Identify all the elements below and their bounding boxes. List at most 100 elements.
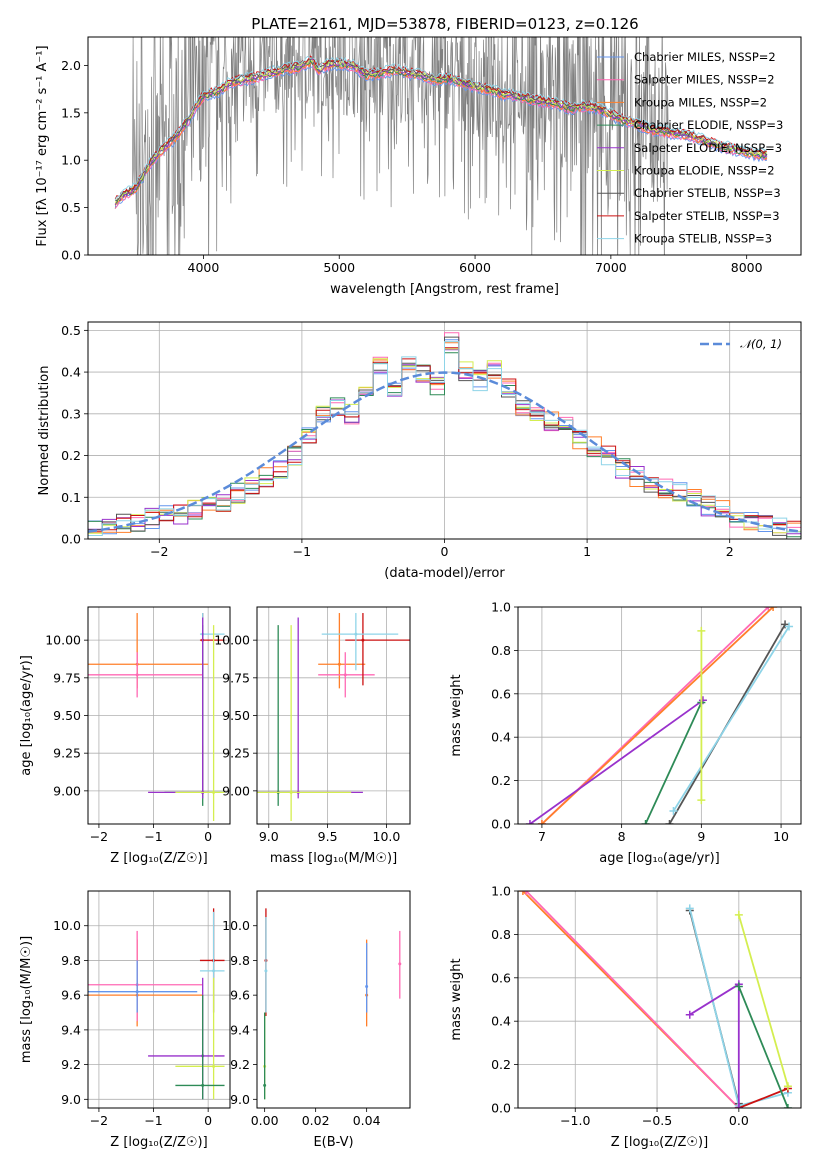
panel-weight-vs-age: 7 8 9 10 0.0 0.2 0.4 0.6 0.8 1.0 age [log₁₀(age/yr… [449,600,802,866]
ticks: 7 8 9 10 0.0 0.2 0.4 0.6 0.8 1.0 [491,600,789,845]
weight-line-chabrier-elodie [644,702,703,824]
weight-marker [764,607,773,611]
x-tick-label: 0 [204,829,212,844]
y-tick-label: 0.0 [491,817,511,832]
data-point [135,990,139,994]
y-tick-label: 0.5 [61,200,81,215]
y-tick-label: 0.6 [491,686,511,701]
plot-area [88,613,225,821]
y-tick-label: 0.1 [61,490,81,505]
x-tick-label: 10.0 [373,829,401,844]
x-axis-label: E(B-V) [313,1135,353,1150]
weight-line-kroupa-stelib [672,626,790,812]
x-tick-label: 0.0 [729,1113,749,1128]
x-tick-label: 0.02 [302,1113,330,1128]
weight-marker [734,910,743,919]
plot-area [263,908,402,1100]
y-tick-label: 9.75 [53,670,81,685]
observed-spectrum [114,37,768,255]
data-point [263,1083,267,1087]
weight-line-salpeter-miles [525,891,740,1108]
axes-frame [256,606,411,825]
plot-area [525,607,794,824]
x-axis-label: Z [log₁₀(Z/Z☉)] [110,851,207,866]
weight-marker [641,820,650,824]
x-tick-label: 1 [583,544,591,559]
y-tick-label: 9.4 [230,1022,250,1037]
y-tick-label: 1.0 [491,884,511,899]
model-line-chabrier-stelib [115,56,768,202]
y-tick-label: 2.0 [61,58,81,73]
y-tick-label: 0.2 [61,448,81,463]
x-axis-label: (data-model)/error [384,566,505,581]
panel-age-vs-mass: 9.0 9.5 10.0 9.00 9.25 9.50 9.75 10.00 mass [log… [214,606,411,866]
x-tick-label: −1 [144,829,162,844]
y-tick-label: 9.4 [61,1022,81,1037]
axes-frame [87,890,231,1109]
legend-label: Chabrier MILES, NSSP=2 [634,50,776,64]
y-tick-label: 10.0 [53,918,81,933]
plot-area [88,908,225,1100]
data-point [212,969,216,973]
ticks: −2 −1 0 9.0 9.2 9.4 9.6 9.8 10.0 [53,918,212,1128]
y-axis-label: mass [log₁₀(M/M☉)] [19,936,34,1063]
legend-label: Kroupa MILES, NSSP=2 [634,95,767,109]
y-tick-label: 9.00 [222,783,250,798]
model-line-kroupa-elodie [114,59,768,204]
y-tick-label: 9.0 [230,1092,250,1107]
ticks: −2 −1 0 9.00 9.25 9.50 9.75 10.00 [45,633,212,844]
y-tick-label: 0.3 [61,406,81,421]
data-point [365,984,369,988]
legend-label: Kroupa STELIB, NSSP=3 [634,232,772,246]
x-axis-label: age [log₁₀(age/yr)] [599,851,720,866]
model-line-kroupa-miles [115,61,768,206]
x-tick-label: 7 [538,829,546,844]
ticks: 4000 5000 6000 7000 8000 0.0 0.5 1.0 1.5 2.0 [61,58,763,275]
x-tick-label: −0.5 [642,1113,672,1128]
y-axis-label: Normed distribution [37,366,52,496]
panels: 4000 5000 6000 7000 80000.00.51.01.52.0wavel… [19,36,802,1150]
x-tick-label: −1.0 [560,1113,590,1128]
legend: Chabrier MILES, NSSP=2 Salpeter MILES, NS… [597,50,783,246]
x-axis-label: mass [log₁₀(M/M☉)] [270,851,397,866]
y-tick-label: 0.0 [61,248,81,263]
weight-marker [537,820,546,824]
x-tick-label: 4000 [188,260,220,275]
x-tick-label: −1 [144,1113,162,1128]
weight-marker [734,982,743,991]
x-tick-label: 6000 [459,260,491,275]
weight-marker [669,806,678,815]
y-tick-label: 1.0 [491,600,511,615]
y-tick-label: 10.00 [45,633,81,648]
weight-line-chabrier-elodie [737,986,789,1108]
x-tick-label: 0 [441,544,449,559]
model-line-kroupa-stelib [114,55,768,201]
legend-label: Salpeter STELIB, NSSP=3 [634,209,780,223]
plot-area [257,613,410,821]
gaussian-curve [88,371,801,533]
y-tick-label: 0.2 [491,1057,511,1072]
axes-frame [87,321,802,540]
data-point [264,969,268,973]
y-tick-label: 9.6 [230,988,250,1003]
panel-residual-distribution: −2 −1 0 1 2 0.0 0.1 0.2 0.3 0.4 0.5 (data-model)/er… [37,321,802,581]
panel-mass-vs-Z: −2 −1 0 9.0 9.2 9.4 9.6 9.8 10.0 Z [log₁₀(Z/Z☉)] m… [19,890,231,1150]
legend-label: Salpeter ELODIE, NSSP=3 [634,141,782,155]
y-axis-label: mass weight [449,958,464,1040]
x-tick-label: 9.5 [318,829,338,844]
y-tick-label: 10.0 [222,918,250,933]
weight-marker [522,891,531,895]
y-tick-label: 1.5 [61,105,81,120]
y-tick-label: 9.25 [222,746,250,761]
y-tick-label: 9.2 [230,1057,250,1072]
x-tick-label: 10 [773,829,789,844]
y-tick-label: 9.75 [222,670,250,685]
axes-frame [87,36,802,256]
legend-label: Salpeter MILES, NSSP=2 [634,73,775,87]
y-axis-label: mass weight [449,674,464,756]
data-point [212,1064,216,1068]
legend: 𝒩(0, 1) [700,337,782,351]
weight-marker [783,1104,792,1108]
data-point [398,962,402,966]
weight-marker [783,1082,792,1091]
